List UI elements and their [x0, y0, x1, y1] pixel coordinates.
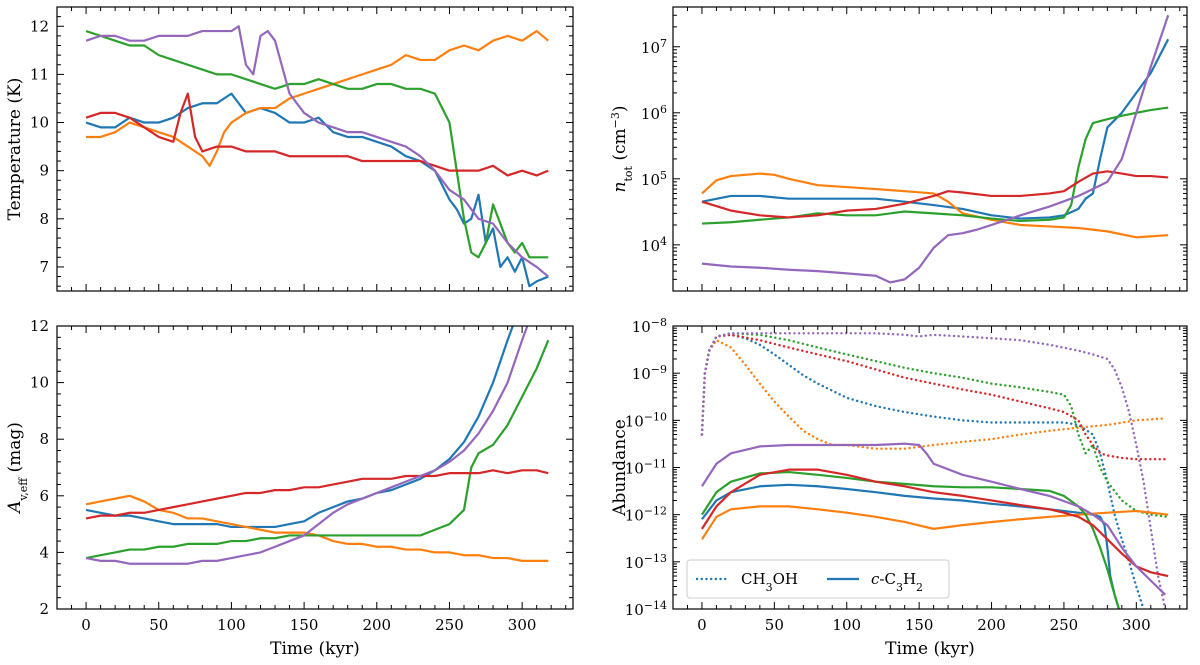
x-tick-label: 300 [508, 616, 537, 634]
y-tick-label: 12 [30, 17, 49, 35]
x-tick-label: 0 [697, 616, 707, 634]
y-tick-label: 10−10 [625, 410, 667, 431]
y-tick-label: 8 [39, 430, 49, 448]
series-line-orange-ch3oh [700, 339, 1167, 450]
series-line-green [85, 30, 549, 259]
series-line-orange [701, 172, 1169, 239]
x-axis-label: Time (kyr) [270, 639, 360, 659]
legend: CH3OH c-C3H2 [686, 559, 950, 599]
y-tick-label: 8 [39, 210, 49, 228]
x-tick-label: 50 [765, 616, 784, 634]
series-group [85, 326, 550, 565]
x-tick-label: 50 [149, 616, 168, 634]
x-tick-label: 150 [290, 616, 319, 634]
tick-marks [672, 325, 1187, 610]
y-axis-label: Av,eff (mag) [5, 422, 30, 515]
legend-box [686, 559, 950, 599]
series-group [701, 14, 1170, 284]
y-tick-label: 7 [39, 258, 49, 276]
series-line-red [85, 469, 549, 520]
x-tick-label: 200 [362, 616, 391, 634]
series-line-blue [85, 326, 514, 529]
x-axis-label: Time (kyr) [885, 639, 975, 659]
y-tick-label: 10−8 [632, 316, 667, 337]
axes-frame [56, 325, 574, 610]
y-tick-label: 11 [30, 65, 49, 83]
y-axis-label: Abundance [610, 419, 630, 517]
axes-frame [672, 6, 1188, 292]
tick-marks [56, 6, 573, 291]
panel-extinction: 0 50 100 150 200 250 300 2 4 6 8 10 12 Time (kyr) Av,e… [5, 317, 574, 659]
legend-label-ch3oh: CH3OH [741, 570, 798, 594]
panel-density: 104 105 106 107 ntot (cm−3) [609, 6, 1188, 292]
y-tick-label: 9 [39, 162, 49, 180]
y-tick-label: 10−14 [625, 599, 667, 620]
panel-abundance: 0 50 100 150 200 250 300 10−14 10−13 10−12 10−11 10… [610, 316, 1188, 659]
y-tick-label: 104 [641, 234, 667, 255]
y-tick-label: 10 [30, 114, 49, 132]
x-tick-label: 200 [977, 616, 1006, 634]
series-line-red [701, 170, 1169, 219]
y-tick-label: 10−11 [625, 457, 667, 478]
series-line-purple [85, 25, 549, 278]
panel-temperature: 7 8 9 10 11 12 Temperature (K) [5, 6, 574, 292]
series-line-green [701, 106, 1169, 225]
x-tick-label: 250 [435, 616, 464, 634]
series-line-blue [85, 92, 549, 288]
series-line-green-ch3oh [700, 332, 1170, 519]
y-axis-label: Temperature (K) [5, 78, 25, 221]
y-tick-label: 106 [641, 102, 667, 123]
tick-marks [672, 6, 1187, 292]
x-tick-label: 0 [81, 616, 91, 634]
x-tick-label: 100 [832, 616, 861, 634]
series-line-blue-ch3oh [700, 333, 1145, 609]
y-tick-label: 10−13 [625, 551, 667, 572]
series-line-purple [701, 14, 1170, 284]
y-axis-label: ntot (cm−3) [609, 106, 635, 193]
x-tick-label: 250 [1050, 616, 1079, 634]
x-tick-label: 300 [1122, 616, 1151, 634]
y-tick-label: 105 [641, 168, 667, 189]
y-tick-label: 4 [39, 543, 49, 561]
series-group [85, 25, 549, 288]
y-tick-label: 2 [39, 600, 49, 618]
series-line-orange-c-c3h2 [701, 505, 1169, 540]
series-line-blue [701, 38, 1170, 220]
tick-marks [56, 325, 573, 610]
series-line-red-ch3oh [700, 333, 1170, 461]
series-line-red-c-c3h2 [701, 468, 1169, 578]
series-line-red [85, 92, 549, 177]
y-tick-label: 10 [30, 374, 49, 392]
y-tick-label: 6 [39, 487, 49, 505]
y-tick-label: 12 [30, 317, 49, 335]
series-line-purple [85, 326, 529, 565]
series-line-green [85, 339, 550, 560]
series-group [700, 332, 1170, 609]
y-tick-label: 10−9 [632, 363, 667, 384]
y-tick-label: 107 [641, 36, 667, 57]
x-tick-label: 100 [217, 616, 246, 634]
axes-frame [56, 6, 574, 292]
series-line-purple-c-c3h2 [701, 442, 1167, 596]
y-tick-label: 10−12 [625, 504, 667, 525]
series-line-purple-ch3oh [700, 332, 1167, 609]
series-line-orange [85, 494, 549, 562]
legend-label-c3h2: c-C3H2 [871, 570, 923, 594]
series-line-orange [86, 29, 549, 167]
x-tick-label: 150 [905, 616, 934, 634]
